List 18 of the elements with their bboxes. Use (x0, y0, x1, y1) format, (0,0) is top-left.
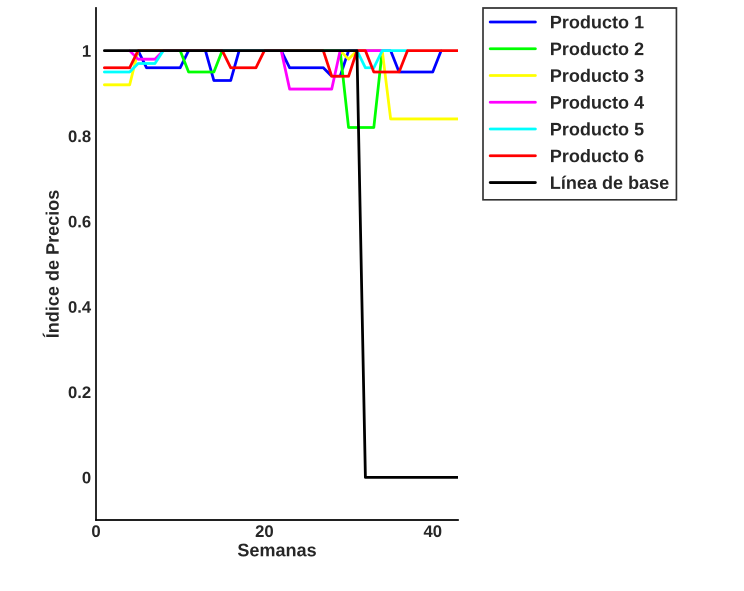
y-tick-label: 0.6 (68, 216, 91, 228)
y-tick-label: 0.8 (68, 130, 91, 142)
x-axis-title: Semanas (238, 544, 316, 556)
legend-label: Producto 4 (551, 96, 644, 109)
x-tick-label: 0 (92, 525, 100, 538)
legend-label: Producto 5 (551, 122, 644, 136)
y-tick-label: 0.4 (68, 301, 92, 313)
y-tick-label: 1 (82, 45, 91, 57)
y-axis-title: Índice de Precios (42, 190, 59, 338)
legend-label: Línea de base (551, 176, 669, 190)
legend-label: Producto 3 (551, 68, 644, 82)
legend-label: Producto 6 (551, 149, 644, 162)
legend-label: Producto 2 (551, 42, 644, 56)
x-tick-label: 20 (256, 525, 273, 538)
legend-label: Producto 1 (551, 15, 644, 28)
x-tick-label: 40 (424, 525, 442, 538)
y-tick-label: 0 (82, 472, 90, 484)
y-tick-label: 0.2 (68, 386, 90, 398)
